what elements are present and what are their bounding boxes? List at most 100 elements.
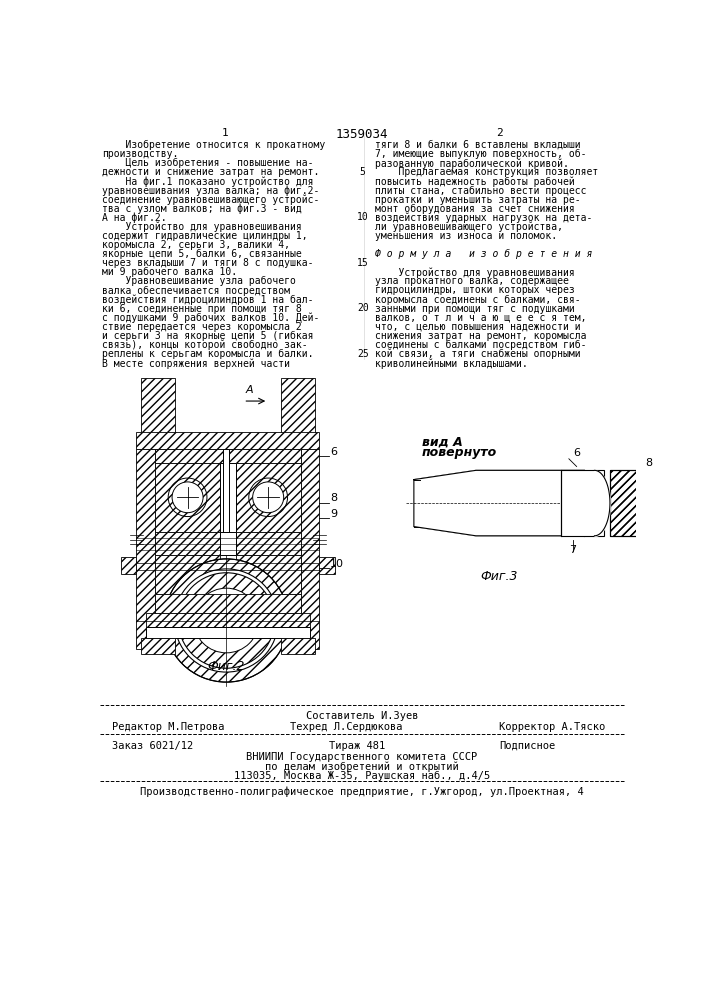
Bar: [320, 557, 335, 574]
Text: 10: 10: [330, 559, 344, 569]
Bar: [235, 532, 300, 555]
Text: ки 6, соединенные при помощи тяг 8: ки 6, соединенные при помощи тяг 8: [103, 304, 302, 314]
Text: вид А: вид А: [421, 436, 462, 449]
Text: ми 9 рабочего валка 10.: ми 9 рабочего валка 10.: [103, 267, 238, 277]
Circle shape: [164, 559, 288, 682]
Text: тяги 8 и балки 6 вставлены вкладыши: тяги 8 и балки 6 вставлены вкладыши: [375, 140, 580, 150]
Circle shape: [194, 588, 259, 653]
Bar: [136, 432, 320, 449]
Text: 5: 5: [360, 167, 366, 177]
Text: связь), концы которой свободно зак-: связь), концы которой свободно зак-: [103, 340, 308, 350]
Text: На фиг.1 показано устройство для: На фиг.1 показано устройство для: [103, 176, 314, 187]
Text: криволинейными вкладышами.: криволинейными вкладышами.: [375, 358, 528, 369]
Circle shape: [175, 569, 279, 672]
Bar: [155, 449, 300, 463]
Text: ВНИИПИ Государственного комитета СССР: ВНИИПИ Государственного комитета СССР: [246, 752, 477, 762]
Text: производству.: производству.: [103, 149, 179, 159]
Text: 10: 10: [357, 212, 368, 222]
Bar: [121, 557, 136, 574]
Text: кой связи, а тяги снабжены опорными: кой связи, а тяги снабжены опорными: [375, 349, 580, 359]
Text: А на фиг.2.: А на фиг.2.: [103, 213, 167, 223]
Text: соединены с балками посредством гиб-: соединены с балками посредством гиб-: [375, 340, 587, 350]
Circle shape: [230, 624, 235, 630]
Text: воздействия ударных нагрузок на дета-: воздействия ударных нагрузок на дета-: [375, 213, 592, 223]
Bar: [136, 449, 155, 649]
Text: 7, имеющие выпуклую поверхность, об-: 7, имеющие выпуклую поверхность, об-: [375, 149, 587, 159]
Bar: [610, 470, 641, 536]
Text: с подушками 9 рабочих валков 10. Дей-: с подушками 9 рабочих валков 10. Дей-: [103, 313, 320, 323]
Bar: [223, 449, 230, 532]
Text: 9: 9: [330, 509, 337, 519]
Text: реплены к серьгам коромысла и балки.: реплены к серьгам коромысла и балки.: [103, 349, 314, 359]
Bar: [300, 449, 320, 649]
Text: дежности и снижение затрат на ремонт.: дежности и снижение затрат на ремонт.: [103, 167, 320, 177]
Bar: [155, 532, 220, 555]
Circle shape: [252, 482, 284, 513]
Text: содержит гидравлические цилиндры 1,: содержит гидравлические цилиндры 1,: [103, 231, 308, 241]
Text: Фиг.2: Фиг.2: [208, 660, 245, 673]
Text: прокатки и уменьшить затраты на ре-: прокатки и уменьшить затраты на ре-: [375, 195, 580, 205]
Text: Заказ 6021/12: Заказ 6021/12: [112, 741, 193, 751]
Bar: [281, 638, 315, 654]
Text: коромысла 2, серьги 3, валики 4,: коромысла 2, серьги 3, валики 4,: [103, 240, 291, 250]
Bar: [561, 470, 604, 536]
Text: А: А: [246, 385, 253, 395]
Bar: [220, 532, 235, 555]
Text: якорные цепи 5, балки 6, связанные: якорные цепи 5, балки 6, связанные: [103, 249, 302, 259]
Text: уравновешивания узла валка; на фиг.2-: уравновешивания узла валка; на фиг.2-: [103, 185, 320, 196]
Text: по делам изобретений и открытий: по делам изобретений и открытий: [265, 761, 459, 772]
Text: Техред Л.Сердюкова: Техред Л.Сердюкова: [290, 722, 402, 732]
Text: Редактор М.Петрова: Редактор М.Петрова: [112, 722, 224, 732]
Text: В месте сопряжения верхней части: В месте сопряжения верхней части: [103, 358, 291, 369]
Bar: [141, 638, 175, 654]
Text: и серьги 3 на якорные цепи 5 (гибкая: и серьги 3 на якорные цепи 5 (гибкая: [103, 331, 314, 341]
Circle shape: [172, 482, 203, 513]
Circle shape: [217, 611, 223, 617]
Circle shape: [217, 624, 223, 630]
Text: 2: 2: [496, 128, 503, 138]
Text: 6: 6: [573, 448, 580, 458]
Text: 7: 7: [569, 545, 576, 555]
Bar: [235, 555, 300, 594]
Text: Цель изобретения - повышение на-: Цель изобретения - повышение на-: [103, 158, 314, 168]
Text: Корректор А.Тяско: Корректор А.Тяско: [499, 722, 605, 732]
Text: плиты стана, стабильно вести процесс: плиты стана, стабильно вести процесс: [375, 185, 587, 196]
Text: коромысла соединены с балками, свя-: коромысла соединены с балками, свя-: [375, 294, 580, 305]
Text: 113035, Москва Ж-35, Раушская наб., д.4/5: 113035, Москва Ж-35, Раушская наб., д.4/…: [234, 771, 490, 781]
Text: Ф о р м у л а   и з о б р е т е н и я: Ф о р м у л а и з о б р е т е н и я: [375, 249, 592, 259]
Text: ли уравновешивающего устройства,: ли уравновешивающего устройства,: [375, 222, 563, 232]
Text: Производственно-полиграфическое предприятие, г.Ужгород, ул.Проектная, 4: Производственно-полиграфическое предприя…: [140, 786, 584, 797]
Bar: [155, 555, 220, 594]
Bar: [146, 627, 310, 638]
Text: 8: 8: [330, 493, 337, 503]
Bar: [220, 463, 235, 532]
Text: разованную параболической кривой.: разованную параболической кривой.: [375, 158, 569, 169]
Text: 25: 25: [357, 349, 368, 359]
Text: 8: 8: [645, 458, 652, 468]
Text: через вкладыши 7 и тяги 8 с подушка-: через вкладыши 7 и тяги 8 с подушка-: [103, 258, 314, 268]
Text: Устройство для уравновешивания: Устройство для уравновешивания: [103, 222, 302, 232]
Text: Предлагаемая конструкция позволяет: Предлагаемая конструкция позволяет: [375, 167, 598, 177]
Text: ствие передается через коромысла 2: ствие передается через коромысла 2: [103, 322, 302, 332]
Bar: [281, 378, 315, 433]
Text: узла прокатного валка, содержащее: узла прокатного валка, содержащее: [375, 276, 569, 286]
Bar: [155, 463, 220, 532]
Text: Уравновешивание узла рабочего: Уравновешивание узла рабочего: [103, 276, 296, 286]
Text: соединение уравновешивающего устройс-: соединение уравновешивающего устройс-: [103, 195, 320, 205]
Text: Фиг.3: Фиг.3: [480, 570, 518, 583]
Text: повернуто: повернуто: [421, 446, 497, 459]
Text: 1: 1: [222, 128, 229, 138]
Text: занными при помощи тяг с подушками: занными при помощи тяг с подушками: [375, 304, 575, 314]
Text: повысить надежность работы рабочей: повысить надежность работы рабочей: [375, 176, 575, 187]
Text: гидроцилиндры, штоки которых через: гидроцилиндры, штоки которых через: [375, 285, 575, 295]
Bar: [610, 470, 641, 536]
Text: 20: 20: [357, 303, 368, 313]
Text: 6: 6: [330, 447, 337, 457]
Bar: [235, 463, 300, 532]
Text: Составитель И.Зуев: Составитель И.Зуев: [305, 711, 419, 721]
Bar: [146, 613, 310, 627]
Text: Подписное: Подписное: [499, 741, 556, 751]
Text: валков, о т л и ч а ю щ е е с я тем,: валков, о т л и ч а ю щ е е с я тем,: [375, 313, 587, 323]
Polygon shape: [414, 470, 585, 536]
Text: монт оборудования за счет снижения: монт оборудования за счет снижения: [375, 204, 575, 214]
